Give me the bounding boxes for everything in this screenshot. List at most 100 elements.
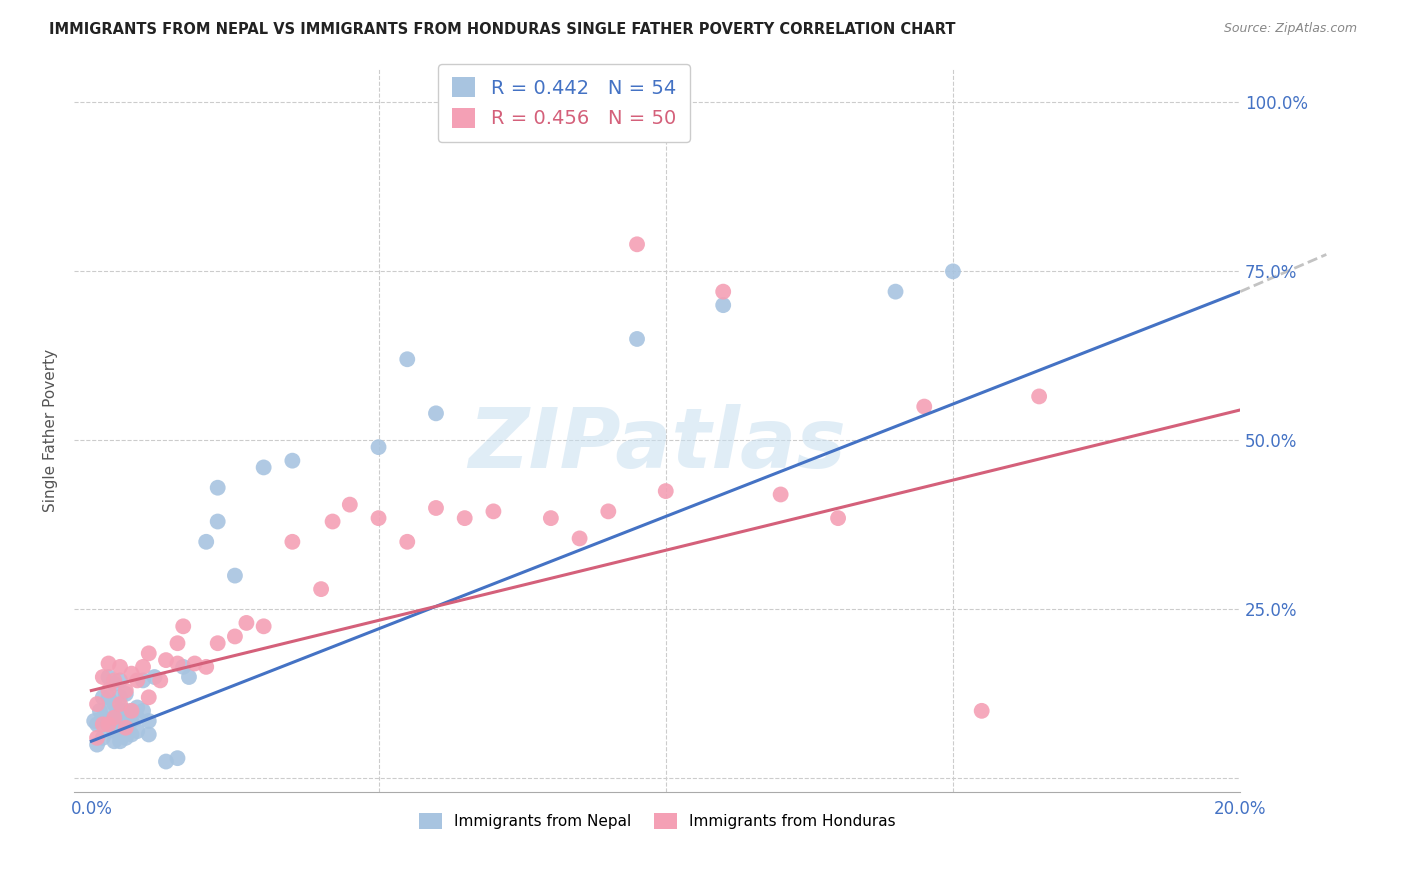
Point (224, 568, 246, 582)
Point (425, 500, 447, 515)
Point (108, 660, 131, 674)
Point (86, 731, 108, 745)
Point (127, 724, 149, 739)
Point (97, 690, 120, 705)
Point (108, 697, 131, 711)
Point (97, 683, 120, 698)
Point (396, 534, 419, 549)
Point (132, 673, 155, 688)
Point (183, 657, 205, 671)
Point (626, 332, 648, 346)
Point (114, 717, 136, 731)
Point (253, 460, 276, 475)
Point (114, 721, 136, 735)
Point (195, 660, 218, 674)
Point (86, 717, 108, 731)
Point (86, 738, 108, 752)
Point (166, 636, 188, 650)
Text: IMMIGRANTS FROM NEPAL VS IMMIGRANTS FROM HONDURAS SINGLE FATHER POVERTY CORRELAT: IMMIGRANTS FROM NEPAL VS IMMIGRANTS FROM… (49, 22, 956, 37)
Point (97, 670, 120, 684)
Point (121, 714, 143, 728)
Point (127, 710, 149, 724)
Point (108, 704, 131, 718)
Point (827, 511, 849, 525)
Point (114, 687, 136, 701)
Point (224, 630, 246, 644)
Point (568, 532, 591, 546)
Point (108, 724, 131, 739)
Point (108, 673, 131, 688)
Point (655, 484, 678, 499)
Point (454, 511, 477, 525)
Point (711, 285, 734, 299)
Point (97, 717, 120, 731)
Point (253, 619, 276, 633)
Point (132, 660, 155, 674)
Point (97, 704, 120, 718)
Point (425, 406, 447, 420)
Point (97, 657, 120, 671)
Point (121, 727, 143, 741)
Point (103, 724, 125, 739)
Point (108, 690, 131, 705)
Point (155, 755, 177, 769)
Point (91, 670, 114, 684)
Point (309, 582, 332, 596)
Point (103, 710, 125, 724)
Point (114, 683, 136, 698)
Legend: Immigrants from Nepal, Immigrants from Honduras: Immigrants from Nepal, Immigrants from H… (412, 806, 901, 835)
Point (121, 704, 143, 718)
Point (103, 673, 125, 688)
Point (138, 727, 160, 741)
Point (177, 670, 200, 684)
Point (207, 481, 229, 495)
Point (121, 704, 143, 718)
Point (367, 511, 389, 525)
Point (166, 751, 188, 765)
Point (127, 673, 149, 688)
Point (626, 237, 648, 252)
Point (339, 498, 361, 512)
Point (132, 704, 155, 718)
Point (322, 515, 344, 529)
Point (482, 504, 505, 518)
Point (91, 710, 114, 724)
Point (91, 731, 114, 745)
Point (367, 440, 389, 454)
Point (114, 704, 136, 718)
Y-axis label: Single Father Poverty: Single Father Poverty (44, 349, 58, 512)
Point (235, 615, 257, 630)
Point (138, 646, 160, 660)
Point (942, 264, 965, 278)
Point (884, 285, 907, 299)
Point (89, 704, 111, 718)
Point (281, 534, 304, 549)
Point (598, 504, 620, 518)
Point (103, 697, 125, 711)
Point (970, 704, 993, 718)
Point (396, 352, 419, 367)
Point (83, 714, 105, 728)
Point (540, 511, 562, 525)
Point (149, 673, 172, 688)
Point (207, 515, 229, 529)
Point (121, 666, 143, 681)
Point (103, 677, 125, 691)
Point (281, 453, 304, 467)
Text: Source: ZipAtlas.com: Source: ZipAtlas.com (1223, 22, 1357, 36)
Point (769, 487, 792, 501)
Point (195, 534, 218, 549)
Point (1028, 389, 1050, 403)
Point (138, 690, 160, 705)
Point (114, 731, 136, 745)
Point (103, 734, 125, 748)
Point (127, 700, 149, 714)
Point (166, 657, 188, 671)
Point (172, 660, 194, 674)
Point (143, 670, 166, 684)
Point (108, 734, 131, 748)
Point (138, 714, 160, 728)
Point (172, 619, 194, 633)
Point (912, 400, 935, 414)
Point (103, 710, 125, 724)
